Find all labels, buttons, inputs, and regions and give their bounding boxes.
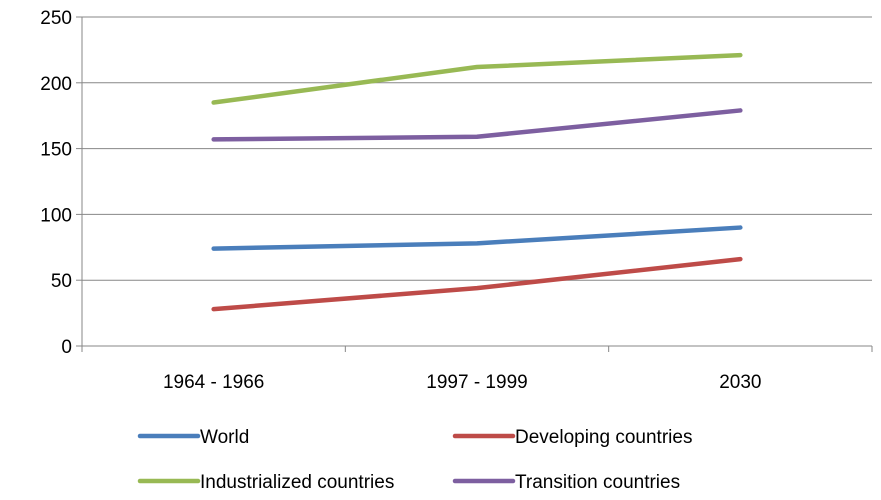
series-lines — [211, 52, 743, 312]
y-tick-label: 100 — [40, 205, 72, 226]
gridlines — [82, 16, 872, 281]
legend-item-transition-countries: Transition countries — [452, 472, 680, 493]
y-tick-labels: 0 50 100 150 200 250 — [40, 8, 72, 358]
legend-item-world: World — [137, 427, 249, 448]
legend-label: Industrialized countries — [200, 472, 394, 493]
x-tick-label: 2030 — [719, 372, 761, 393]
axes — [76, 16, 873, 352]
legend-label: Transition countries — [515, 472, 680, 493]
series-line-transition-countries — [211, 108, 743, 142]
x-tick-label: 1997 - 1999 — [426, 372, 527, 393]
y-tick-label: 0 — [61, 337, 72, 358]
legend-item-developing-countries: Developing countries — [452, 427, 692, 448]
legend-item-industrialized-countries: Industrialized countries — [137, 472, 394, 493]
legend-label: World — [200, 427, 249, 448]
legend-label: Developing countries — [515, 427, 692, 448]
x-tick-label: 1964 - 1966 — [163, 372, 264, 393]
y-tick-label: 200 — [40, 74, 72, 95]
series-line-world — [211, 225, 743, 251]
series-line-industrialized-countries — [211, 52, 743, 105]
y-tick-label: 150 — [40, 140, 72, 161]
y-tick-label: 50 — [51, 271, 72, 292]
series-line-developing-countries — [211, 256, 743, 312]
y-tick-label: 250 — [40, 8, 72, 29]
legend: World Developing countries Industrialized … — [137, 427, 692, 493]
x-tick-labels: 1964 - 1966 1997 - 1999 2030 — [163, 372, 762, 393]
